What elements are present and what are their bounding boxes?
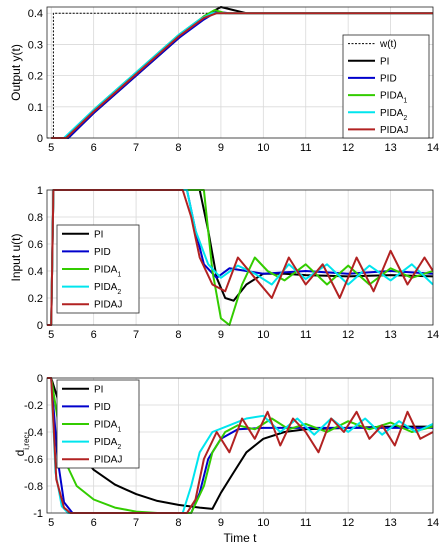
y-tick-label: 0 [37, 320, 43, 332]
plot-frame [46, 377, 434, 514]
x-tick-label: 14 [427, 517, 439, 529]
legend-label: PIDAJ [380, 125, 408, 136]
x-tick-label: 9 [218, 517, 224, 529]
legend-box [342, 34, 430, 139]
legend-label: PIDA2 [94, 437, 121, 451]
series-group [47, 6, 433, 139]
x-tick-label: 11 [300, 329, 311, 341]
chart-panel-2: 5 6 7 8 9 10 11 12 13 14 0 0.2 0.4 0.6 0.8 1 Input u(t) P… [9, 185, 439, 341]
legend-label: PIDA1 [94, 265, 121, 279]
x-tick-label: 11 [300, 142, 311, 154]
legend-label: PIDAJ [94, 455, 122, 466]
y-axis-label: Input u(t) [9, 233, 23, 281]
legend-label: PIDA1 [94, 420, 121, 434]
series-line-pi [47, 377, 433, 510]
legend: w(t) PI PID PIDA1 PIDA2 PIDAJ [342, 34, 430, 139]
legend-label: PID [94, 247, 111, 258]
y-tick-label: -0.6 [24, 454, 43, 466]
x-tick-label: 6 [91, 142, 97, 154]
chart-panel-3: 5 6 7 8 9 10 11 12 13 14 -1 -0.8 -0.6 -0.4 -0.2 0 di,rec… [13, 373, 439, 545]
legend: PI PID PIDA1 PIDA2 PIDAJ [56, 224, 140, 314]
y-tick-label: 1 [37, 185, 43, 197]
y-tick-label: 0 [37, 373, 43, 385]
y-tick-label: 0.2 [28, 71, 43, 83]
y-axis-label: Output y(t) [9, 44, 23, 101]
series-line-pida1 [47, 377, 433, 514]
x-tick-label: 6 [91, 329, 97, 341]
x-tick-label: 7 [133, 517, 139, 529]
x-tick-label: 8 [175, 142, 181, 154]
series-group [47, 377, 433, 514]
y-tick-label: 0.6 [28, 239, 43, 251]
x-tick-label: 8 [175, 517, 181, 529]
y-tick-label: 0 [37, 133, 43, 145]
x-tick-label: 12 [342, 142, 354, 154]
x-tick-label: 10 [257, 517, 269, 529]
y-tick-label: 0.4 [28, 266, 43, 278]
chart-panel-1: 5 6 7 8 9 10 11 12 13 14 0 0.1 0.2 0.3 0.4 Output y(t) w… [9, 6, 439, 154]
legend-label: PIDA2 [380, 108, 407, 122]
plot-frame [46, 189, 434, 326]
y-tick-label: 0.8 [28, 212, 43, 224]
x-tick-label: 5 [48, 142, 54, 154]
y-tick-label: 0.2 [28, 293, 43, 305]
x-tick-label: 8 [175, 329, 181, 341]
legend-label: PI [94, 384, 103, 395]
y-tick-label: -0.4 [24, 427, 43, 439]
x-tick-label: 13 [384, 142, 396, 154]
x-tick-label: 10 [257, 329, 269, 341]
legend-label: PI [94, 229, 103, 240]
plot-frame [46, 6, 434, 139]
x-tick-label: 12 [342, 517, 354, 529]
y-tick-label: -0.2 [24, 400, 43, 412]
legend-label: PIDA2 [94, 282, 121, 296]
x-axis-label: Time t [224, 531, 258, 545]
x-tick-label: 6 [91, 517, 97, 529]
legend-label: PID [380, 73, 397, 84]
legend-label: PI [380, 56, 389, 67]
y-axis-label: di,rec [13, 435, 31, 457]
y-tick-label: -1 [33, 508, 43, 520]
x-tick-label: 14 [427, 142, 439, 154]
x-tick-label: 11 [300, 517, 311, 529]
x-tick-label: 9 [218, 329, 224, 341]
legend-label: PIDA1 [380, 91, 407, 105]
legend-label: w(t) [379, 39, 397, 50]
legend-label: PIDAJ [94, 300, 122, 311]
series-line-pidaj [51, 12, 433, 139]
x-tick-label: 7 [133, 329, 139, 341]
y-tick-label: 0.3 [28, 39, 43, 51]
x-tick-label: 5 [48, 329, 54, 341]
x-tick-label: 5 [48, 517, 54, 529]
y-tick-label: 0.1 [28, 102, 43, 114]
x-tick-label: 7 [133, 142, 139, 154]
x-tick-label: 12 [342, 329, 354, 341]
series-line-pidaj [47, 189, 433, 326]
x-tick-label: 13 [384, 329, 396, 341]
x-tick-label: 10 [257, 142, 269, 154]
legend-label: PID [94, 402, 111, 413]
y-tick-label: -0.8 [24, 481, 43, 493]
x-tick-label: 9 [218, 142, 224, 154]
x-tick-label: 13 [384, 517, 396, 529]
legend: PI PID PIDA1 PIDA2 PIDAJ [56, 379, 140, 469]
y-tick-label: 0.4 [28, 8, 43, 20]
x-tick-label: 14 [427, 329, 439, 341]
